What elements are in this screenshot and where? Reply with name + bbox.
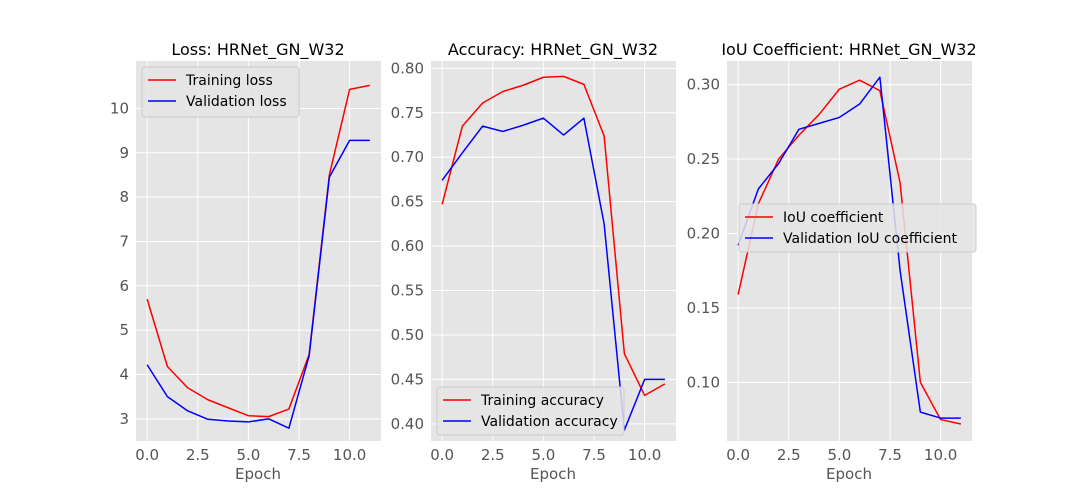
iou-x-tick-label: 0.0	[726, 446, 750, 464]
accuracy-x-tick-label: 10.0	[628, 446, 661, 464]
iou-panel: IoU Coefficient: HRNet_GN_W32 Epoch 0.0 2…	[687, 40, 977, 483]
iou-x-tick-label: 2.5	[777, 446, 801, 464]
accuracy-y-tick-label: 0.45	[391, 370, 424, 388]
loss-y-tick-label: 10	[110, 99, 129, 117]
loss-legend-label: Training loss	[185, 73, 273, 89]
accuracy-legend-label: Training accuracy	[480, 393, 604, 409]
iou-legend: IoU coefficient Validation IoU coefficien…	[738, 203, 977, 253]
accuracy-x-tick-label: 0.0	[430, 446, 454, 464]
loss-series-line-training	[146, 84, 371, 418]
iou-series-line-training	[737, 79, 962, 425]
accuracy-series-line-validation	[441, 117, 665, 431]
iou-y-tick-label: 0.25	[687, 150, 720, 168]
loss-y-tick-label: 4	[119, 365, 129, 383]
loss-y-tick-label: 5	[119, 321, 129, 339]
accuracy-y-tick-label: 0.65	[391, 193, 424, 211]
loss-series-line-validation	[146, 139, 370, 429]
accuracy-y-tick-label: 0.60	[391, 237, 424, 255]
loss-panel: Loss: HRNet_GN_W32 Epoch 0.0 2.5 5.0 7.5 10.…	[110, 40, 381, 483]
accuracy-y-tick-label: 0.55	[391, 282, 424, 300]
iou-x-tick-label: 10.0	[924, 446, 957, 464]
iou-legend-box	[738, 203, 977, 253]
accuracy-series-line-training	[441, 75, 666, 397]
accuracy-y-tick-label: 0.40	[391, 415, 424, 433]
iou-y-tick-label: 0.15	[687, 299, 720, 317]
accuracy-y-tick-label: 0.80	[391, 59, 424, 77]
loss-y-tick-label: 9	[119, 144, 129, 162]
iou-x-tick-label: 7.5	[878, 446, 902, 464]
accuracy-chart-title: Accuracy: HRNet_GN_W32	[448, 40, 658, 60]
loss-x-tick-label: 2.5	[186, 446, 210, 464]
accuracy-plot-area	[431, 61, 676, 441]
accuracy-x-tick-label: 2.5	[481, 446, 505, 464]
loss-legend: Training loss Validation loss	[141, 66, 300, 118]
loss-x-tick-label: 10.0	[333, 446, 366, 464]
accuracy-y-tick-label: 0.50	[391, 326, 424, 344]
loss-x-tick-label: 0.0	[135, 446, 159, 464]
loss-y-tick-label: 3	[119, 410, 129, 428]
accuracy-legend-box	[436, 386, 625, 436]
iou-y-tick-label: 0.20	[687, 225, 720, 243]
loss-y-tick-label: 7	[119, 232, 129, 250]
iou-y-tick-label: 0.30	[687, 76, 720, 94]
accuracy-legend: Training accuracy Validation accuracy	[436, 386, 625, 436]
loss-x-tick-label: 7.5	[287, 446, 311, 464]
accuracy-x-axis-title: Epoch	[530, 465, 576, 483]
loss-chart-title: Loss: HRNet_GN_W32	[171, 40, 344, 60]
iou-chart-title: IoU Coefficient: HRNet_GN_W32	[721, 40, 976, 60]
accuracy-y-tick-label: 0.75	[391, 104, 424, 122]
accuracy-panel: Accuracy: HRNet_GN_W32 Epoch 0.0 2.5 5.0 7.…	[391, 40, 676, 483]
iou-x-tick-label: 5.0	[827, 446, 851, 464]
loss-legend-box	[141, 66, 300, 118]
loss-x-axis-title: Epoch	[235, 465, 281, 483]
loss-plot-area	[136, 61, 381, 441]
iou-legend-label: IoU coefficient	[783, 210, 884, 226]
loss-y-tick-label: 6	[119, 277, 129, 295]
loss-x-tick-label: 5.0	[236, 446, 260, 464]
loss-y-tick-label: 8	[119, 188, 129, 206]
accuracy-x-tick-label: 5.0	[531, 446, 555, 464]
accuracy-x-tick-label: 7.5	[582, 446, 606, 464]
iou-y-tick-label: 0.10	[687, 373, 720, 391]
accuracy-legend-label: Validation accuracy	[481, 414, 618, 430]
iou-legend-label: Validation IoU coefficient	[783, 231, 957, 247]
accuracy-y-tick-label: 0.70	[391, 148, 424, 166]
iou-x-axis-title: Epoch	[826, 465, 872, 483]
iou-series-line-validation	[737, 76, 961, 419]
loss-legend-label: Validation loss	[186, 94, 287, 110]
